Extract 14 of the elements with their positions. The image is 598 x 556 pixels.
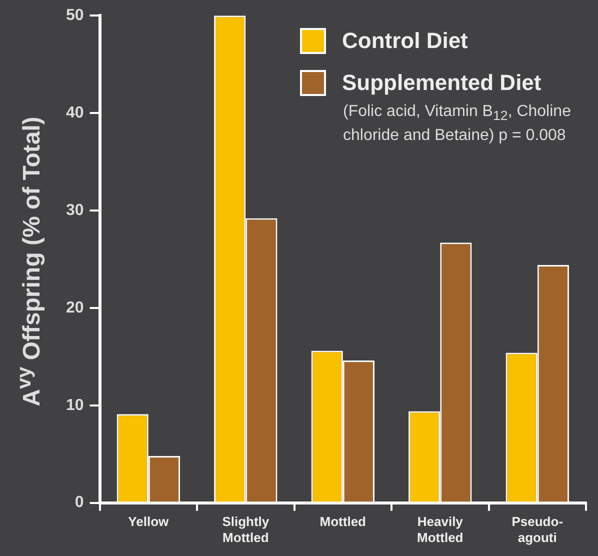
y-tick-label: 30 bbox=[66, 202, 84, 219]
y-tick-label: 0 bbox=[74, 494, 84, 512]
x-tick-label: Heavily Mottled bbox=[417, 514, 464, 545]
x-tick-label: Yellow bbox=[128, 514, 170, 530]
x-tick-label: Pseudo-agouti bbox=[512, 514, 564, 545]
y-tick-label: 20 bbox=[66, 299, 84, 316]
x-tick-label: Slightly Mottled bbox=[222, 514, 270, 545]
legend-label: Control Diet bbox=[342, 28, 468, 54]
x-tick-label: Mottled bbox=[320, 514, 366, 530]
legend-label: Supplemented Diet bbox=[342, 70, 542, 96]
y-tick-label: 40 bbox=[66, 104, 84, 122]
annotation: (Folic acid, Vitamin B$_{12}$, Choline chloride and Betaine) p = 0.008 bbox=[343, 102, 572, 146]
y-tick-label: 50 bbox=[66, 7, 84, 24]
y-tick-label: 10 bbox=[66, 396, 84, 414]
